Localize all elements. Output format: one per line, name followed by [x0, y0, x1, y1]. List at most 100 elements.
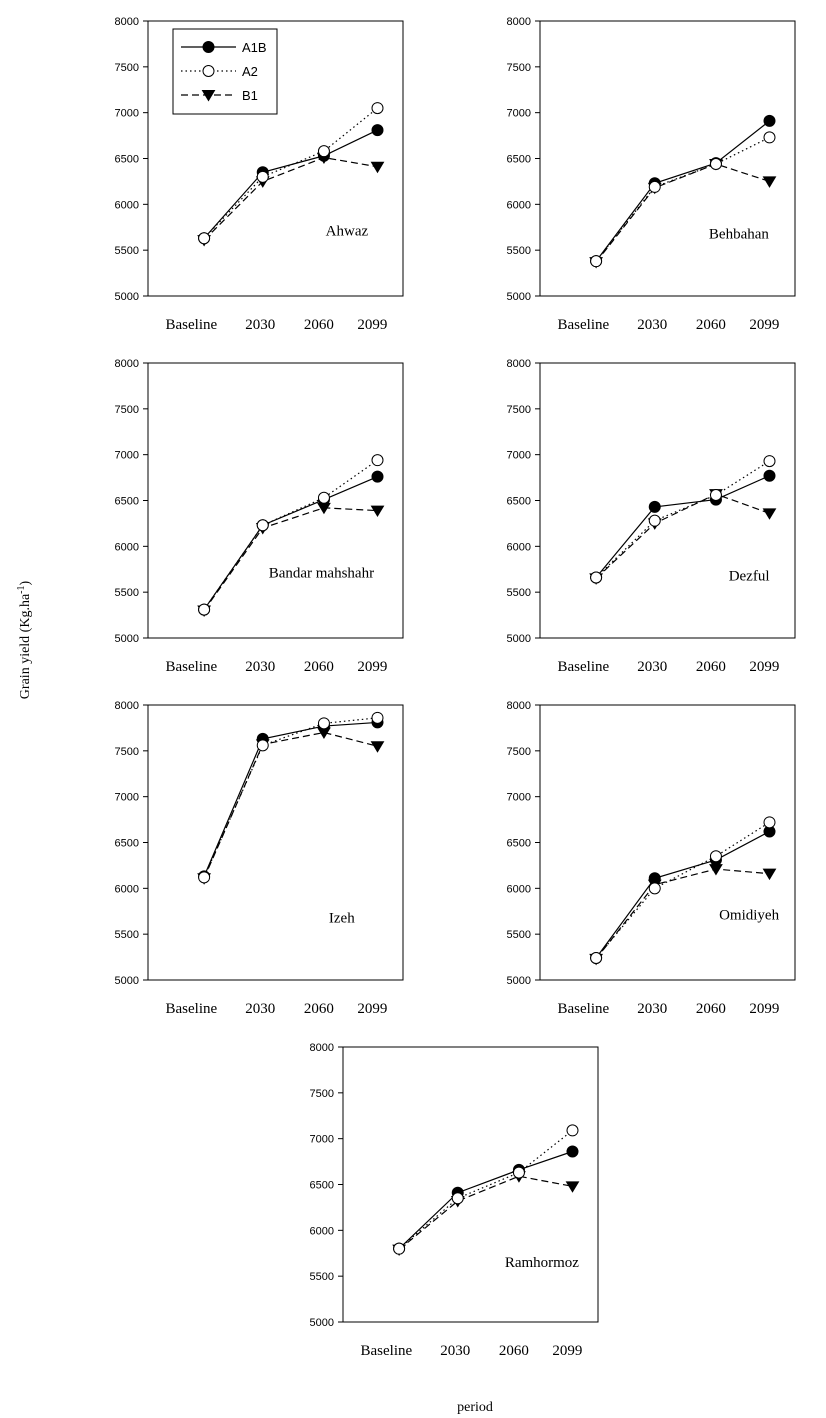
point-a2 — [566, 1124, 579, 1137]
legend-marker-a1b — [202, 41, 215, 53]
y-tick-label: 6000 — [507, 199, 531, 211]
x-tick-label-2060: 2060 — [696, 659, 726, 675]
y-tick-label: 5500 — [115, 245, 139, 257]
series-line-a2 — [595, 136, 770, 262]
point-a2 — [317, 717, 330, 730]
panel-izeh: 5000 5500 6000 6500 7000 7500 8000 Baseline 2030… — [115, 700, 404, 1017]
panel-omidiyeh: 5000 5500 6000 6500 7000 7500 8000 Baseline 2030… — [507, 700, 796, 1017]
point-b1 — [709, 864, 723, 876]
y-tick-label: 7500 — [507, 404, 531, 416]
point-b1 — [762, 868, 777, 881]
x-tick-label-2060: 2060 — [696, 317, 726, 333]
y-tick-label: 5000 — [507, 633, 531, 645]
y-tick-label: 5000 — [507, 291, 531, 303]
x-tick-label-baseline: Baseline — [166, 1001, 218, 1017]
y-tick-label: 8000 — [115, 700, 139, 712]
plot-frame — [147, 362, 404, 639]
x-tick-label-baseline: Baseline — [361, 1343, 413, 1359]
point-a1b — [763, 114, 776, 127]
point-a2 — [709, 489, 722, 501]
x-tick-label-2060: 2060 — [304, 1001, 334, 1017]
x-tick-label-2099: 2099 — [357, 317, 387, 333]
y-tick-label: 5500 — [115, 929, 139, 941]
y-tick-label: 5000 — [115, 633, 139, 645]
y-tick-label: 8000 — [310, 1042, 334, 1054]
y-tick-label: 6500 — [310, 1180, 334, 1192]
plot-frame — [539, 704, 796, 981]
y-tick-label: 7000 — [115, 108, 139, 120]
x-tick-label-2030: 2030 — [637, 317, 667, 333]
series-line-a2 — [203, 459, 378, 610]
x-tick-label-2099: 2099 — [749, 1001, 779, 1017]
y-tick-label: 5000 — [115, 291, 139, 303]
y-tick-label: 6000 — [310, 1225, 334, 1237]
y-tick-label: 5500 — [507, 587, 531, 599]
y-tick-label: 8000 — [507, 358, 531, 370]
series-line-a2 — [595, 821, 770, 959]
point-a2 — [256, 170, 269, 183]
x-tick-label-2060: 2060 — [304, 317, 334, 333]
point-a2 — [648, 882, 661, 895]
point-a2 — [709, 158, 722, 170]
y-tick-label: 5500 — [507, 245, 531, 257]
point-a1b — [566, 1145, 579, 1158]
y-tick-label: 6000 — [507, 883, 531, 895]
point-a2 — [256, 739, 269, 752]
plot-frame — [539, 20, 796, 297]
x-tick-label-2099: 2099 — [357, 1001, 387, 1017]
x-tick-label-2060: 2060 — [499, 1343, 529, 1359]
x-tick-label-2099: 2099 — [749, 659, 779, 675]
series-line-b1 — [203, 156, 378, 241]
location-label: Ahwaz — [326, 224, 369, 240]
y-tick-label: 6000 — [507, 541, 531, 553]
x-tick-label-baseline: Baseline — [166, 659, 218, 675]
location-label: Behbahan — [709, 226, 769, 242]
point-a2 — [590, 952, 603, 964]
plot-frame — [342, 1046, 599, 1323]
series-line-a2 — [595, 460, 770, 578]
point-a2 — [256, 519, 269, 532]
x-tick-label-2030: 2030 — [245, 1001, 275, 1017]
y-tick-label: 5500 — [115, 587, 139, 599]
x-tick-label-2060: 2060 — [304, 659, 334, 675]
y-tick-label: 6500 — [115, 154, 139, 166]
panel-ahwaz: 5000 5500 6000 6500 7000 7500 8000 Baseline 2030… — [115, 16, 404, 333]
point-a2 — [648, 180, 661, 193]
y-tick-label: 5500 — [310, 1271, 334, 1283]
x-tick-label-2030: 2030 — [245, 659, 275, 675]
series-line-b1 — [595, 868, 770, 960]
y-tick-label: 6000 — [115, 199, 139, 211]
x-tick-label-2030: 2030 — [440, 1343, 470, 1359]
x-tick-label-2099: 2099 — [552, 1343, 582, 1359]
point-a2 — [763, 816, 776, 829]
point-a1b — [371, 470, 384, 483]
series-line-a1b — [595, 120, 770, 262]
y-tick-label: 5000 — [310, 1317, 334, 1329]
y-tick-label: 8000 — [115, 358, 139, 370]
y-tick-label: 6500 — [115, 496, 139, 508]
point-a2 — [371, 711, 384, 724]
point-a1b — [371, 124, 384, 137]
x-tick-label-2060: 2060 — [696, 1001, 726, 1017]
point-a1b — [648, 500, 661, 513]
legend-marker-b1 — [201, 90, 216, 102]
point-a2 — [763, 455, 776, 468]
y-tick-label: 6500 — [507, 838, 531, 850]
point-a2 — [763, 131, 776, 144]
location-label: Omidiyeh — [719, 908, 779, 924]
point-b1 — [762, 508, 777, 520]
point-a2 — [590, 255, 603, 268]
point-a2 — [451, 1192, 464, 1205]
series-line-a1b — [595, 830, 770, 959]
location-label: Izeh — [329, 910, 355, 926]
y-tick-label: 7500 — [310, 1088, 334, 1100]
series-line-a1b — [398, 1150, 573, 1250]
point-a2 — [198, 232, 211, 245]
legend: A1B A2 B1 — [172, 28, 278, 115]
point-b1 — [370, 505, 385, 518]
x-tick-label-2030: 2030 — [245, 317, 275, 333]
x-tick-label-2099: 2099 — [749, 317, 779, 333]
point-b1 — [370, 741, 385, 753]
series-line-b1 — [595, 163, 770, 263]
